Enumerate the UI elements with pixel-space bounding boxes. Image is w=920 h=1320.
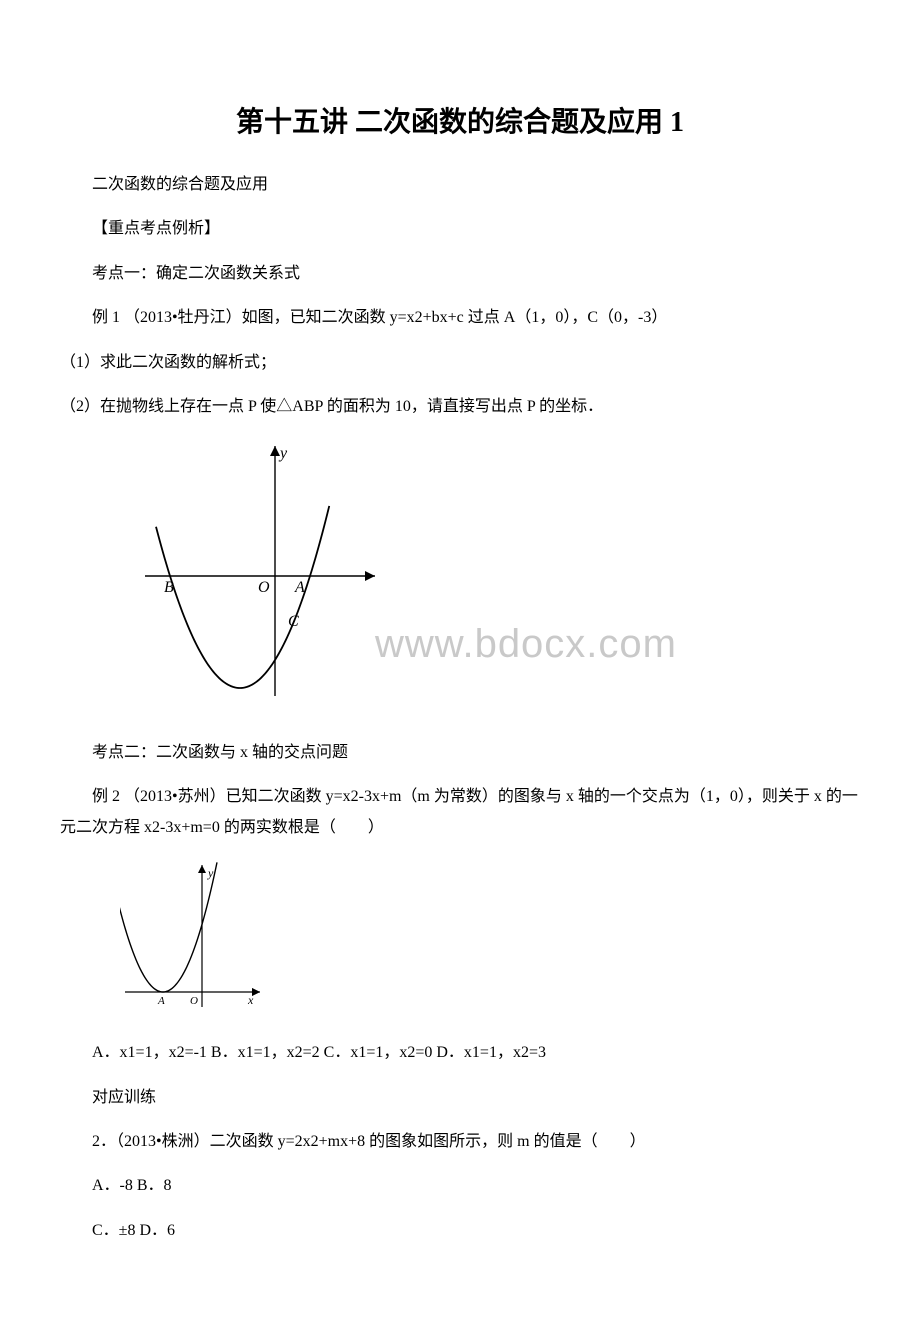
paragraph: 考点一：确定二次函数关系式 [60,259,860,289]
paragraph: C．±8 D．6 [60,1216,860,1246]
svg-text:y: y [278,445,288,462]
svg-text:C: C [288,613,299,630]
figure-2: y A O x [120,857,860,1028]
parabola-small-icon: y A O x [120,857,270,1017]
svg-text:O: O [190,995,198,1007]
page-container: 第十五讲 二次函数的综合题及应用 1 二次函数的综合题及应用 【重点考点例析】 … [0,0,920,1320]
paragraph: 例 1 （2013•牡丹江）如图，已知二次函数 y=x2+bx+c 过点 A（1… [60,303,860,333]
paragraph: （1）求此二次函数的解析式； [60,348,860,378]
paragraph: A．x1=1，x2=-1 B．x1=1，x2=2 C．x1=1，x2=0 D．x… [60,1038,860,1068]
svg-text:A: A [157,995,165,1007]
svg-text:A: A [294,579,305,596]
body-text: 二次函数的综合题及应用 【重点考点例析】 考点一：确定二次函数关系式 例 1 （… [60,170,860,1246]
svg-text:O: O [258,579,270,596]
document-title: 第十五讲 二次函数的综合题及应用 1 [60,100,860,140]
paragraph: 二次函数的综合题及应用 [60,170,860,200]
svg-text:B: B [164,579,174,596]
paragraph: A．-8 B．8 [60,1171,860,1201]
figure-1: y B O A C www.bdocx.com [140,436,860,727]
svg-text:y: y [207,866,214,880]
parabola-graph-icon: y B O A C [140,436,390,716]
paragraph: 2．（2013•株洲）二次函数 y=2x2+mx+8 的图象如图所示，则 m 的… [60,1127,860,1157]
watermark-text: www.bdocx.com [375,606,677,682]
paragraph: （2）在抛物线上存在一点 P 使△ABP 的面积为 10，请直接写出点 P 的坐… [60,392,860,422]
paragraph: 对应训练 [60,1083,860,1113]
paragraph: 【重点考点例析】 [60,214,860,244]
paragraph: 考点二：二次函数与 x 轴的交点问题 [60,738,860,768]
paragraph: 例 2 （2013•苏州）已知二次函数 y=x2-3x+m（m 为常数）的图象与… [60,782,860,843]
